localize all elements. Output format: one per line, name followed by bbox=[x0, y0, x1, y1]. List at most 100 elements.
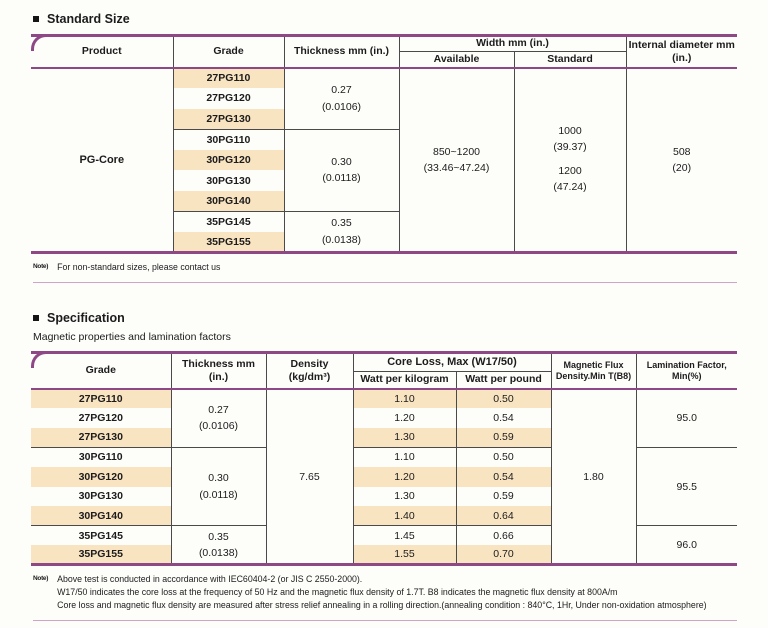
core-loss-wkg-cell: 1.10 bbox=[353, 388, 457, 409]
core-loss-wkg-cell: 1.20 bbox=[353, 466, 457, 487]
thickness-cell: 0.30 (0.0118) bbox=[171, 446, 267, 526]
table-row: 30PG110 0.30 (0.0118) bbox=[31, 128, 737, 212]
note-text: For non-standard sizes, please contact u… bbox=[57, 262, 221, 273]
grade-cell: 30PG140 bbox=[173, 191, 285, 212]
core-loss-wkg-cell: 1.45 bbox=[353, 525, 457, 546]
width-standard-mm: 1000 bbox=[558, 124, 582, 137]
core-loss-wlb-cell: 0.54 bbox=[456, 408, 552, 428]
internal-diameter-mm: 508 bbox=[672, 145, 691, 158]
core-loss-wkg-cell: 1.30 bbox=[353, 427, 457, 448]
core-loss-wlb-cell: 0.50 bbox=[456, 446, 552, 467]
grade-cell: 30PG130 bbox=[31, 486, 172, 507]
grade-cell: 35PG155 bbox=[31, 545, 172, 565]
grade-cell: 27PG110 bbox=[31, 388, 172, 409]
thickness-cell: 0.27 (0.0106) bbox=[171, 388, 267, 448]
spec-table-wrap: Grade Thickness mm (in.) Density (kg/dm³… bbox=[31, 351, 737, 567]
table-row: 35PG145 0.35 (0.0138) bbox=[31, 211, 737, 253]
header-thickness: Thickness mm (in.) bbox=[284, 35, 400, 69]
grade-cell: 30PG110 bbox=[31, 446, 172, 467]
header-lamination-factor: Lamination Factor, Min(%) bbox=[636, 352, 737, 390]
square-bullet-icon bbox=[33, 315, 39, 322]
header-internal-diameter: Internal diameter mm (in.) bbox=[626, 35, 737, 69]
table-row: 27PG130 1.30 0.59 bbox=[31, 427, 737, 448]
thickness-inch: (0.0138) bbox=[321, 233, 362, 246]
table-row: 30PG110 0.30 (0.0118) 1.10 0.50 95.5 bbox=[31, 446, 737, 526]
specification-subtitle: Magnetic properties and lamination facto… bbox=[33, 331, 231, 344]
grade-cell: 30PG130 bbox=[173, 170, 285, 192]
core-loss-wlb-cell: 0.70 bbox=[456, 545, 552, 565]
note-line: W17/50 indicates the core loss at the fr… bbox=[57, 587, 618, 598]
thickness-inch: (0.0118) bbox=[322, 172, 361, 185]
square-bullet-icon bbox=[33, 16, 39, 22]
grade-cell: 35PG145 bbox=[31, 525, 172, 546]
standard-size-title: Standard Size bbox=[47, 12, 130, 26]
internal-diameter-cell: 508 (20) bbox=[626, 68, 737, 253]
width-standard-cell: 1000 (39.37) 1200 (47.24) bbox=[514, 67, 627, 253]
width-standard-mm: 1200 bbox=[558, 165, 582, 178]
lamination-cell: 95.5 bbox=[636, 446, 737, 526]
thickness-mm: 0.27 bbox=[331, 84, 352, 97]
table-row: 30PG120 1.20 0.54 bbox=[31, 466, 737, 487]
header-width-standard: Standard bbox=[514, 51, 627, 69]
table-row: 27PG110 0.27 (0.0106) 7.65 1.10 0.50 1.8… bbox=[31, 388, 737, 565]
note-marker: Note) bbox=[33, 263, 49, 271]
core-loss-wkg-cell: 1.10 bbox=[353, 446, 457, 467]
thickness-inch: (0.0106) bbox=[321, 100, 362, 113]
core-loss-wkg-cell: 1.55 bbox=[353, 545, 457, 565]
note-line: Above test is conducted in accordance wi… bbox=[57, 574, 363, 585]
header-density: Density (kg/dm³) bbox=[266, 352, 354, 390]
thickness-cell: 0.30 (0.0118) bbox=[284, 128, 400, 212]
thickness-cell: 0.35 (0.0138) bbox=[171, 525, 267, 565]
header-watt-per-kilogram: Watt per kilogram bbox=[353, 371, 457, 390]
standard-size-note: Note) For non-standard sizes, please con… bbox=[33, 261, 737, 284]
grade-cell: 30PG140 bbox=[31, 506, 172, 526]
thickness-mm: 0.27 bbox=[208, 403, 229, 416]
grade-cell: 27PG120 bbox=[173, 88, 285, 109]
table-row: 35PG155 1.55 0.70 bbox=[31, 545, 737, 565]
core-loss-wlb-cell: 0.54 bbox=[456, 466, 552, 487]
core-loss-wkg-cell: 1.40 bbox=[353, 506, 457, 526]
core-loss-wlb-cell: 0.50 bbox=[456, 388, 552, 409]
header-core-loss-group: Core Loss, Max (W17/50) bbox=[353, 352, 552, 373]
core-loss-wkg-cell: 1.20 bbox=[353, 408, 457, 428]
width-standard-value-1: 1000 (39.37) bbox=[517, 124, 624, 156]
table-row: 35PG145 0.35 (0.0138) 1.45 0.66 96.0 bbox=[31, 525, 737, 565]
table-row: 30PG140 bbox=[31, 191, 737, 212]
lamination-cell: 95.0 bbox=[676, 412, 697, 425]
grade-cell: 30PG120 bbox=[173, 149, 285, 171]
table-row: 27PG120 bbox=[31, 88, 737, 109]
thickness-mm: 0.35 bbox=[208, 530, 229, 543]
core-loss-wlb-cell: 0.59 bbox=[456, 427, 552, 448]
spec-table: Grade Thickness mm (in.) Density (kg/dm³… bbox=[31, 351, 737, 567]
grade-cell: 30PG120 bbox=[31, 466, 172, 487]
width-standard-inch: (47.24) bbox=[553, 181, 587, 194]
product-cell: PG-Core bbox=[31, 67, 174, 253]
note-marker: Note) bbox=[33, 575, 49, 583]
standard-size-table: Product Grade Thickness mm (in.) Width m… bbox=[31, 34, 737, 255]
density-cell: 7.65 bbox=[266, 388, 354, 565]
standard-size-heading: Standard Size bbox=[33, 12, 737, 26]
header-watt-per-pound: Watt per pound bbox=[456, 371, 552, 390]
table-row: 30PG140 1.40 0.64 bbox=[31, 506, 737, 526]
grade-cell: 27PG130 bbox=[31, 427, 172, 448]
table-row: 30PG130 1.30 0.59 bbox=[31, 486, 737, 507]
table-corner-flourish bbox=[31, 34, 65, 51]
standard-size-table-wrap: Product Grade Thickness mm (in.) Width m… bbox=[31, 34, 737, 255]
thickness-cell: 0.27 (0.0106) bbox=[284, 67, 400, 130]
grade-cell: 27PG110 bbox=[173, 67, 285, 89]
internal-diameter-inch: (20) bbox=[672, 161, 692, 174]
thickness-inch: (0.0106) bbox=[198, 420, 239, 433]
width-standard-inch: (39.37) bbox=[553, 140, 587, 153]
header-grade: Grade bbox=[173, 35, 285, 69]
specification-heading: Specification bbox=[33, 311, 737, 325]
width-available-cell: 850~1200 (33.46~47.24) bbox=[399, 67, 515, 253]
magnetic-flux-cell: 1.80 bbox=[551, 388, 637, 565]
thickness-inch: (0.0138) bbox=[198, 546, 239, 559]
grade-cell: 30PG110 bbox=[173, 128, 285, 150]
header-width-available: Available bbox=[399, 51, 515, 69]
lamination-cell: 96.0 bbox=[636, 525, 737, 565]
table-row: 30PG120 bbox=[31, 149, 737, 171]
thickness-cell: 0.35 (0.0138) bbox=[284, 211, 400, 253]
spec-note: Note) Above test is conducted in accorda… bbox=[33, 573, 737, 621]
table-row: 27PG120 1.20 0.54 bbox=[31, 408, 737, 428]
